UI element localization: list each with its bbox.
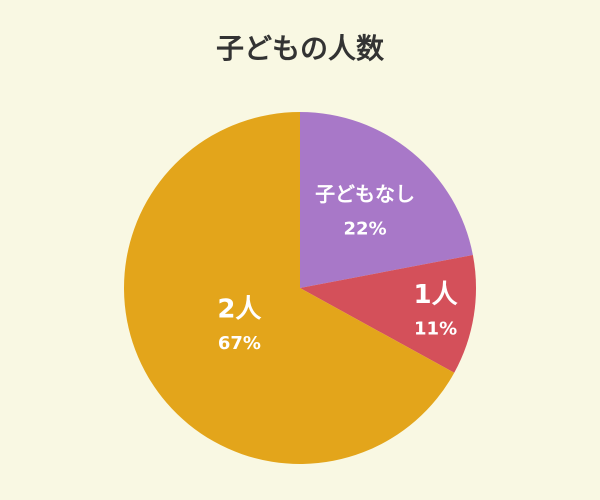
- pie-slice: [300, 112, 473, 288]
- value-label: 67%: [218, 333, 261, 354]
- slice-label: 子どもなし: [315, 182, 415, 206]
- pie-slice: [300, 255, 476, 373]
- chart-title: 子どもの人数: [216, 32, 385, 65]
- slice-label: 1人: [414, 280, 458, 310]
- slice-label: 2人: [217, 294, 261, 324]
- pie-slice: [124, 111, 455, 465]
- value-label: 22%: [344, 218, 387, 239]
- value-label: 11%: [414, 318, 457, 339]
